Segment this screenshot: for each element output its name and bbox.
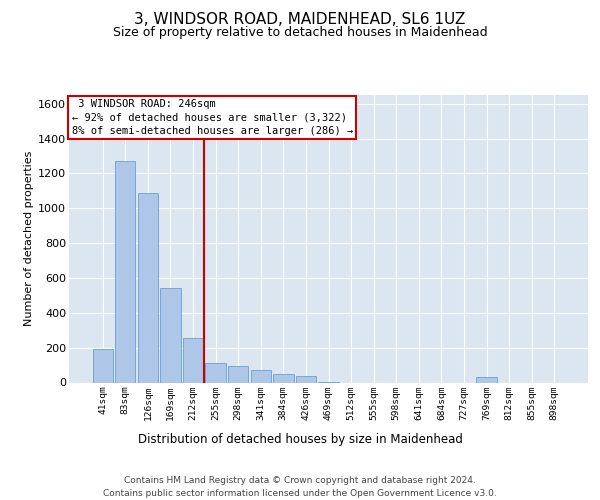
Text: 3, WINDSOR ROAD, MAIDENHEAD, SL6 1UZ: 3, WINDSOR ROAD, MAIDENHEAD, SL6 1UZ <box>134 12 466 28</box>
Bar <box>183 338 203 382</box>
Bar <box>476 378 497 382</box>
Bar <box>228 366 248 382</box>
Y-axis label: Number of detached properties: Number of detached properties <box>24 151 34 326</box>
Text: Distribution of detached houses by size in Maidenhead: Distribution of detached houses by size … <box>137 432 463 446</box>
Bar <box>160 288 181 382</box>
Bar <box>115 161 136 382</box>
Bar <box>273 374 293 382</box>
Text: Contains HM Land Registry data © Crown copyright and database right 2024.
Contai: Contains HM Land Registry data © Crown c… <box>103 476 497 498</box>
Bar <box>138 192 158 382</box>
Text: 3 WINDSOR ROAD: 246sqm 
← 92% of detached houses are smaller (3,322)
8% of semi-: 3 WINDSOR ROAD: 246sqm ← 92% of detached… <box>71 100 353 136</box>
Bar <box>205 364 226 382</box>
Text: Size of property relative to detached houses in Maidenhead: Size of property relative to detached ho… <box>113 26 487 39</box>
Bar <box>251 370 271 382</box>
Bar <box>296 376 316 382</box>
Bar <box>92 350 113 382</box>
